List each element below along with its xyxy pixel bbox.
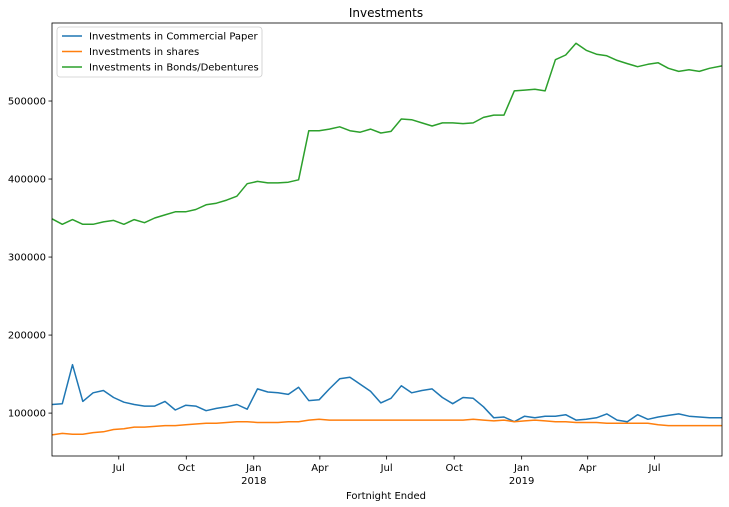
plot-frame bbox=[51, 22, 723, 457]
series-line-1 bbox=[51, 363, 722, 423]
x-tick-label: Oct bbox=[445, 463, 462, 474]
y-tick-label: 500000 bbox=[8, 97, 46, 108]
x-tick-label: Oct bbox=[178, 463, 195, 474]
legend-label-2: Investments in shares bbox=[89, 47, 199, 58]
y-tick-label: 100000 bbox=[8, 409, 46, 420]
y-tick-label: 300000 bbox=[8, 253, 46, 264]
x-tick-label: Apr bbox=[311, 463, 329, 474]
x-tick-label: Jul bbox=[112, 463, 125, 474]
legend: Investments in Commercial Paper Investmen… bbox=[56, 26, 263, 78]
legend-label-1: Investments in Commercial Paper bbox=[89, 32, 259, 43]
y-tick-label: 200000 bbox=[8, 331, 46, 342]
chart-title: Investments bbox=[349, 6, 423, 20]
series-line-2 bbox=[51, 418, 722, 436]
x-axis-title: Fortnight Ended bbox=[346, 491, 426, 502]
y-tick-label: 400000 bbox=[8, 175, 46, 186]
legend-label-3: Investments in Bonds/Debentures bbox=[89, 63, 259, 74]
x-tick-label: Jan bbox=[245, 463, 261, 474]
x-tick-year-label: 2018 bbox=[241, 476, 266, 487]
x-tick-label: Apr bbox=[579, 463, 597, 474]
x-tick-label: Jul bbox=[647, 463, 660, 474]
x-tick-label: Jul bbox=[380, 463, 393, 474]
x-tick-label: Jan bbox=[513, 463, 529, 474]
plot-lines bbox=[51, 42, 723, 436]
x-tick-year-label: 2019 bbox=[509, 476, 534, 487]
legend-box bbox=[56, 26, 263, 78]
series-line-3 bbox=[51, 42, 723, 226]
axes: 100000 200000 300000 400000 500000 Jul Oct Jan 2… bbox=[8, 22, 723, 487]
